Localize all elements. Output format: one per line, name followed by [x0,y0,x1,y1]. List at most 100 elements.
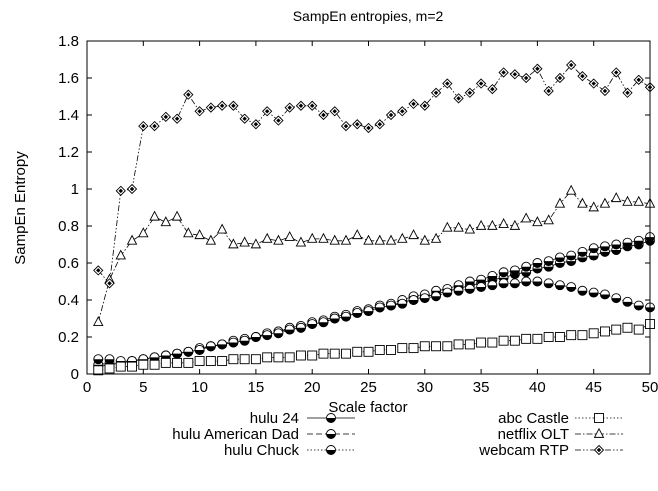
data-point [419,100,430,111]
data-point [509,278,520,289]
data-point [442,341,453,352]
x-tick-label: 30 [416,379,433,396]
series-3 [93,319,655,376]
data-point [138,227,149,238]
data-point [442,287,453,298]
data-point [160,216,172,227]
data-point [318,109,329,121]
data-point [262,330,273,341]
legend-marker [594,413,604,423]
data-point [374,302,385,313]
data-point [295,350,306,361]
data-point [183,227,194,238]
data-point [250,238,262,249]
data-point [408,343,419,354]
data-point [115,361,126,372]
data-point [408,229,419,240]
data-point [554,280,565,291]
data-point [498,278,509,289]
x-tick-label: 40 [529,379,546,396]
data-point [577,246,588,257]
data-point [228,354,239,365]
data-point [464,339,475,350]
x-tick-label: 50 [642,379,658,396]
data-point [172,348,183,359]
data-point [419,293,430,304]
data-point [521,72,532,84]
data-point [115,249,127,260]
y-tick-label: 1 [71,181,79,198]
data-point [340,234,352,245]
data-point [464,223,476,234]
data-point [600,289,610,300]
y-tick-label: 1.2 [58,144,79,161]
series-1 [93,232,655,370]
legend-marker [593,427,605,438]
data-point [228,238,239,249]
data-point [633,300,644,311]
data-point [532,216,543,227]
data-point [228,100,239,111]
data-point [295,236,307,247]
data-point [284,230,295,241]
legend-marker [593,444,605,456]
y-tick-label: 1.8 [58,33,79,50]
data-point [532,258,543,268]
data-point [374,234,386,245]
data-point [509,265,520,276]
data-point [554,332,565,342]
data-point [307,319,318,329]
data-point [622,195,633,206]
data-point [385,109,397,121]
data-point [588,243,599,254]
x-tick-label: 45 [585,379,602,396]
data-point [295,100,307,111]
data-point [532,63,543,74]
data-point [453,285,464,296]
data-point [104,278,115,289]
x-axis-ticks: 0 5 10 15 20 25 30 35 40 45 50 [83,41,658,396]
data-point [171,210,183,221]
data-point [171,113,183,124]
data-point [554,252,565,263]
y-tick-label: 1.4 [58,107,79,124]
data-point [217,339,228,350]
data-point [588,78,599,89]
x-tick-label: 20 [304,379,321,396]
data-point [217,356,228,366]
data-point [611,324,622,335]
series-5 [93,59,656,289]
data-point [284,102,295,113]
data-point [431,341,442,352]
data-point [374,345,385,355]
data-point [374,119,385,130]
data-point [633,324,644,335]
legend-marker [326,445,336,455]
data-point [340,120,352,132]
data-point [149,359,160,370]
legend-label: hulu 24 [250,410,299,427]
data-point [453,339,464,350]
data-point [386,345,396,355]
data-point [149,120,160,132]
data-point [284,352,295,363]
x-tick-label: 35 [473,379,490,396]
y-tick-label: 0.2 [58,329,79,346]
data-point [464,283,475,294]
data-point [487,337,498,348]
data-point [295,322,306,333]
data-point [194,356,205,366]
data-point [397,106,408,117]
data-point [543,214,554,225]
data-point [600,241,610,252]
data-point [577,330,588,341]
data-point [273,234,284,245]
data-point [498,67,509,78]
data-point [306,232,318,243]
y-tick-label: 0.8 [58,218,79,235]
data-point [554,197,566,208]
data-point [351,229,363,240]
data-point [172,357,183,368]
y-tick-label: 0.4 [58,292,79,309]
